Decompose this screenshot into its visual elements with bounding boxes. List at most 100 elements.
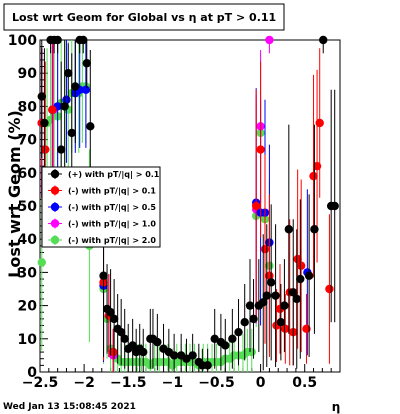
y-tick-label: 60 bbox=[18, 166, 38, 182]
data-point bbox=[37, 258, 46, 267]
data-layer bbox=[37, 35, 339, 372]
data-point bbox=[109, 347, 118, 357]
data-point bbox=[81, 85, 91, 95]
data-point bbox=[281, 324, 290, 334]
legend-label: (-) with pT/|q| > 0.1 bbox=[68, 187, 156, 196]
data-point bbox=[41, 145, 50, 154]
data-point bbox=[312, 161, 322, 171]
legend-marker bbox=[50, 169, 60, 179]
data-point bbox=[304, 271, 314, 280]
data-point bbox=[67, 128, 76, 138]
legend-marker bbox=[50, 202, 60, 212]
legend-marker bbox=[50, 186, 60, 195]
data-point bbox=[37, 92, 46, 101]
series-group bbox=[37, 35, 339, 372]
data-point bbox=[276, 318, 286, 327]
data-point bbox=[188, 351, 197, 360]
data-point bbox=[266, 278, 276, 287]
data-point bbox=[203, 361, 212, 370]
y-tick-label: 80 bbox=[18, 99, 38, 115]
data-point bbox=[120, 334, 129, 343]
y-tick-label: 50 bbox=[18, 199, 38, 215]
legend-label: (-) with pT/|q| > 0.5 bbox=[68, 203, 156, 212]
y-tick-label: 90 bbox=[18, 66, 38, 82]
data-point bbox=[296, 261, 306, 270]
data-point bbox=[99, 271, 108, 280]
data-point bbox=[221, 341, 230, 350]
data-point bbox=[325, 284, 334, 294]
data-point bbox=[53, 35, 62, 45]
x-tick-label: −1 bbox=[162, 375, 183, 391]
x-tick-label: −0.5 bbox=[198, 375, 235, 391]
y-axis-label: Lost wrt Geom (%) bbox=[5, 110, 24, 278]
data-point bbox=[262, 291, 271, 300]
data-point bbox=[86, 122, 95, 131]
data-point bbox=[128, 341, 137, 350]
data-point bbox=[82, 59, 91, 68]
footer-timestamp: Wed Jan 13 15:08:45 2021 bbox=[3, 402, 136, 412]
data-point bbox=[284, 225, 294, 234]
data-point bbox=[309, 171, 318, 181]
data-point bbox=[79, 35, 88, 45]
axis-layer: −2.5 −2 −1.5 −1 −0.5 0 0.5 0 10 20 30 40 50 60 70 80 90 1… bbox=[8, 33, 341, 391]
x-tick-label: 0 bbox=[256, 375, 266, 391]
y-tick-label: 100 bbox=[8, 33, 37, 49]
chart-title-box: Lost wrt Geom for Global vs η at pT > 0.… bbox=[3, 3, 285, 31]
data-point bbox=[260, 244, 270, 254]
data-point bbox=[271, 291, 280, 300]
x-tick-label: −1.5 bbox=[110, 375, 147, 391]
data-point bbox=[240, 318, 249, 327]
chart-title-frame bbox=[3, 3, 285, 31]
data-point bbox=[210, 334, 219, 343]
data-point bbox=[296, 274, 305, 284]
data-point bbox=[153, 337, 162, 347]
data-point bbox=[228, 334, 237, 343]
data-point bbox=[265, 35, 274, 45]
data-point bbox=[116, 327, 126, 337]
data-point bbox=[106, 308, 115, 317]
y-tick-label: 10 bbox=[18, 332, 38, 348]
y-tick-label: 30 bbox=[18, 265, 38, 281]
data-point bbox=[315, 118, 324, 128]
legend-label: (-) with pT/|q| > 2.0 bbox=[68, 236, 156, 245]
data-point bbox=[249, 314, 258, 324]
y-tick-label: 20 bbox=[18, 299, 38, 315]
data-point bbox=[245, 301, 255, 310]
data-point bbox=[247, 347, 256, 357]
chart-title: Lost wrt Geom for Global vs η at pT > 0.… bbox=[12, 11, 276, 24]
legend-marker bbox=[50, 219, 60, 228]
data-point bbox=[256, 145, 265, 154]
x-tick-label: −2 bbox=[73, 375, 94, 391]
data-point bbox=[60, 102, 69, 111]
data-point bbox=[139, 347, 148, 357]
x-axis-label: η bbox=[332, 400, 341, 414]
x-tick-label: −2.5 bbox=[22, 375, 59, 391]
data-point bbox=[234, 327, 243, 337]
y-tick-label: 0 bbox=[27, 365, 37, 381]
data-point bbox=[310, 225, 319, 234]
data-point bbox=[56, 145, 66, 154]
data-point bbox=[251, 201, 261, 211]
y-tick-label: 70 bbox=[18, 133, 38, 149]
data-point bbox=[292, 294, 301, 304]
data-point bbox=[293, 254, 302, 264]
data-point bbox=[169, 351, 179, 360]
y-tick-label: 40 bbox=[18, 232, 38, 248]
legend-marker bbox=[50, 235, 60, 245]
data-point bbox=[40, 118, 49, 128]
data-point bbox=[48, 105, 57, 114]
legend-label: (+) with pT/|q| > 0.1 bbox=[68, 170, 160, 179]
data-point bbox=[280, 301, 289, 310]
data-point bbox=[64, 69, 73, 78]
data-point bbox=[259, 298, 268, 307]
data-point bbox=[330, 201, 339, 211]
data-point bbox=[109, 314, 119, 324]
data-point bbox=[289, 288, 298, 297]
legend: (+) with pT/|q| > 0.1 (-) with pT/|q| > 0… bbox=[41, 166, 161, 248]
data-point bbox=[182, 354, 191, 363]
x-tick-label: 0.5 bbox=[292, 375, 317, 391]
data-point bbox=[302, 324, 311, 334]
data-point bbox=[71, 82, 80, 91]
data-point bbox=[319, 35, 328, 45]
